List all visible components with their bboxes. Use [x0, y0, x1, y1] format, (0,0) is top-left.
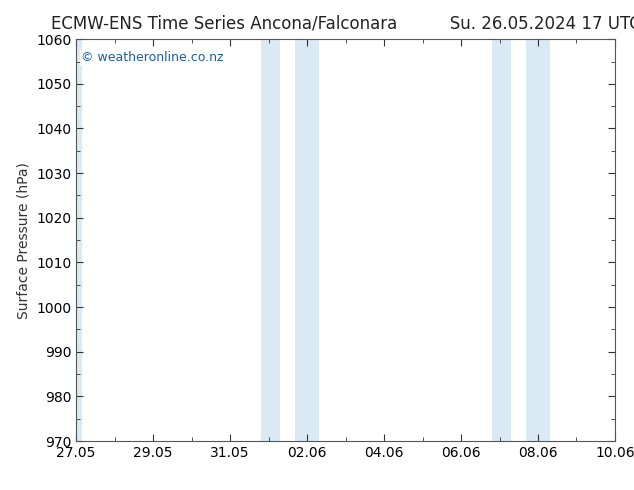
- Bar: [295, 39, 318, 441]
- Bar: [526, 39, 550, 441]
- Y-axis label: Surface Pressure (hPa): Surface Pressure (hPa): [16, 162, 30, 318]
- Text: © weatheronline.co.nz: © weatheronline.co.nz: [81, 51, 224, 64]
- Bar: [261, 39, 280, 441]
- Bar: [492, 39, 511, 441]
- Bar: [74, 39, 82, 441]
- Title: ECMW-ENS Time Series Ancona/Falconara          Su. 26.05.2024 17 UTC: ECMW-ENS Time Series Ancona/Falconara Su…: [51, 14, 634, 32]
